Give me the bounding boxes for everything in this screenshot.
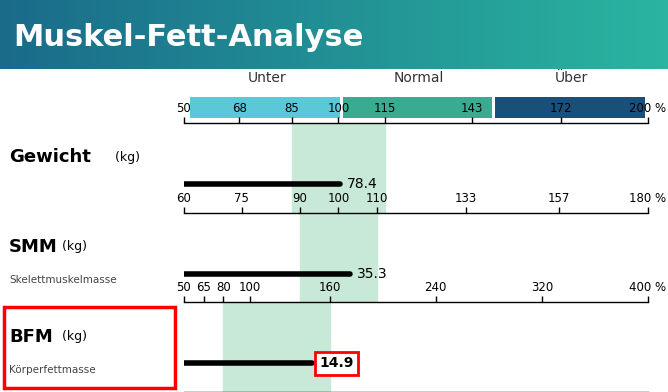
Text: SMM: SMM bbox=[9, 238, 58, 256]
FancyBboxPatch shape bbox=[496, 97, 645, 118]
FancyBboxPatch shape bbox=[343, 97, 492, 118]
Text: Muskel-Fett-Analyse: Muskel-Fett-Analyse bbox=[13, 23, 364, 52]
Bar bbox=[292, 123, 385, 213]
Text: Skelettmuskelmasse: Skelettmuskelmasse bbox=[9, 275, 117, 285]
Text: Normal: Normal bbox=[394, 71, 444, 85]
Text: (kg): (kg) bbox=[58, 330, 87, 343]
Text: (kg): (kg) bbox=[58, 241, 87, 254]
Text: 14.9: 14.9 bbox=[319, 356, 353, 370]
Text: (kg): (kg) bbox=[111, 151, 140, 164]
Text: Körperfettmasse: Körperfettmasse bbox=[9, 365, 96, 375]
Text: 35.3: 35.3 bbox=[357, 267, 387, 281]
Text: BFM: BFM bbox=[9, 327, 53, 345]
Text: Gewicht: Gewicht bbox=[9, 149, 91, 167]
Bar bbox=[300, 213, 377, 303]
Bar bbox=[224, 303, 329, 392]
Text: 78.4: 78.4 bbox=[347, 177, 377, 191]
Text: Über: Über bbox=[555, 71, 589, 85]
Text: Unter: Unter bbox=[247, 71, 286, 85]
FancyBboxPatch shape bbox=[190, 97, 340, 118]
